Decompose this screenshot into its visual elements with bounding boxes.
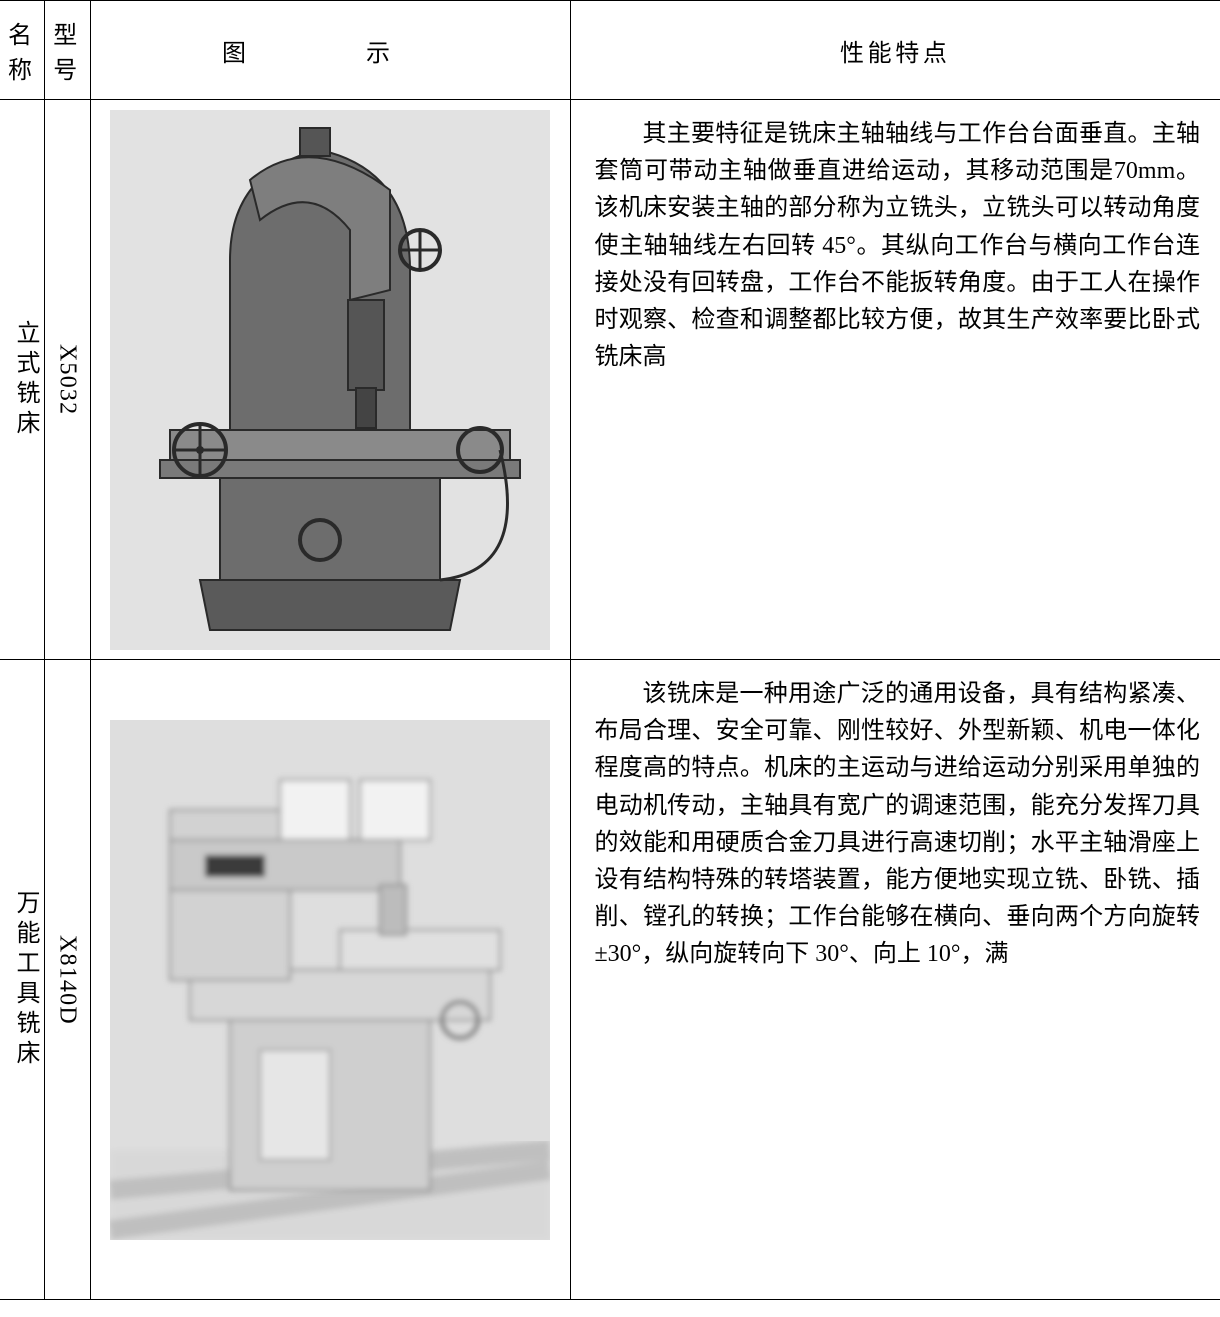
- header-image-label: 图 示: [222, 41, 438, 67]
- feature-text: 其主要特征是铣床主轴轴线与工作台台面垂直。主轴套筒可带动主轴做垂直进给运动，其移…: [595, 116, 1201, 376]
- universal-mill-icon: [110, 720, 550, 1240]
- model-text: X5032: [54, 344, 81, 415]
- cell-feature: 该铣床是一种用途广泛的通用设备，具有结构紧凑、布局合理、安全可靠、刚性较好、外型…: [570, 660, 1220, 1300]
- cell-model: X5032: [44, 100, 90, 660]
- feature-text: 该铣床是一种用途广泛的通用设备，具有结构紧凑、布局合理、安全可靠、刚性较好、外型…: [595, 676, 1201, 974]
- cell-image: [90, 100, 570, 660]
- table-row: 万能工具铣床 X8140D: [0, 660, 1220, 1300]
- name-text: 万能工具铣床: [8, 890, 43, 1070]
- header-model: 型号: [44, 1, 90, 100]
- model-text: X8140D: [54, 935, 81, 1025]
- machine-table: 名称 型号 图 示 性能特点 立式铣床 X5032: [0, 0, 1220, 1300]
- cell-name: 立式铣床: [0, 100, 44, 660]
- table-row: 立式铣床 X5032: [0, 100, 1220, 660]
- header-image: 图 示: [90, 1, 570, 100]
- header-row: 名称 型号 图 示 性能特点: [0, 1, 1220, 100]
- vertical-mill-icon: [110, 110, 550, 650]
- header-name: 名称: [0, 1, 44, 100]
- cell-name: 万能工具铣床: [0, 660, 44, 1300]
- header-feature: 性能特点: [570, 1, 1220, 100]
- name-text: 立式铣床: [8, 320, 43, 440]
- cell-feature: 其主要特征是铣床主轴轴线与工作台台面垂直。主轴套筒可带动主轴做垂直进给运动，其移…: [570, 100, 1220, 660]
- cell-image: [90, 660, 570, 1300]
- cell-model: X8140D: [44, 660, 90, 1300]
